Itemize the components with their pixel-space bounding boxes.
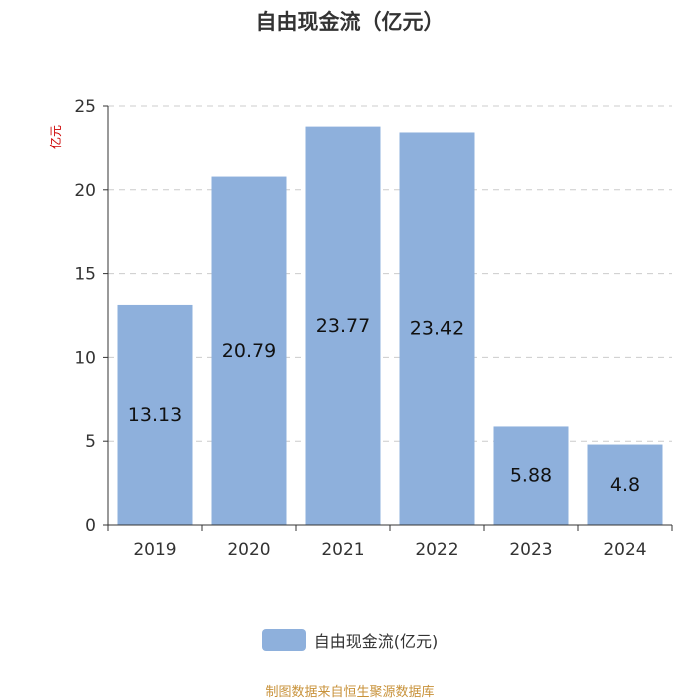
y-tick-label: 10 [74,348,96,368]
legend-swatch [261,629,306,651]
y-tick-label: 15 [74,265,96,285]
bar[interactable] [399,132,475,525]
data-label: 20.79 [222,340,276,362]
grid-lines [108,105,672,442]
bars [117,126,663,525]
x-tick-label: 2023 [509,540,552,560]
y-tick-label: 0 [85,516,96,536]
data-label: 23.77 [316,315,370,337]
y-axis-label: 亿元 [48,125,63,149]
legend-label: 自由现金流(亿元) [313,632,439,651]
x-tick-label: 2022 [415,540,458,560]
y-tick-label: 25 [74,97,96,117]
bar[interactable] [117,304,193,525]
legend[interactable]: 自由现金流(亿元) [0,628,700,652]
x-tick-label: 2021 [321,540,364,560]
data-label: 23.42 [410,318,464,340]
axes: 0 5 10 15 20 25 2019 2020 2021 2022 2023 2024 [74,97,673,560]
bar[interactable] [211,176,287,525]
source-note: 制图数据来自恒生聚源数据库 [265,685,435,700]
data-label: 13.13 [128,404,182,426]
x-tick-label: 2024 [603,540,646,560]
y-tick-label: 20 [74,181,96,201]
bar[interactable] [305,126,381,525]
data-labels: 13.13 20.79 23.77 23.42 5.88 4.8 [128,315,640,496]
data-label: 5.88 [510,465,552,487]
bar[interactable] [493,426,569,525]
bar[interactable] [587,444,663,525]
x-tick-label: 2020 [227,540,270,560]
chart-title: 自由现金流（亿元） [255,10,445,34]
y-tick-label: 5 [85,432,96,452]
x-tick-label: 2019 [133,540,176,560]
data-label: 4.8 [610,474,640,496]
